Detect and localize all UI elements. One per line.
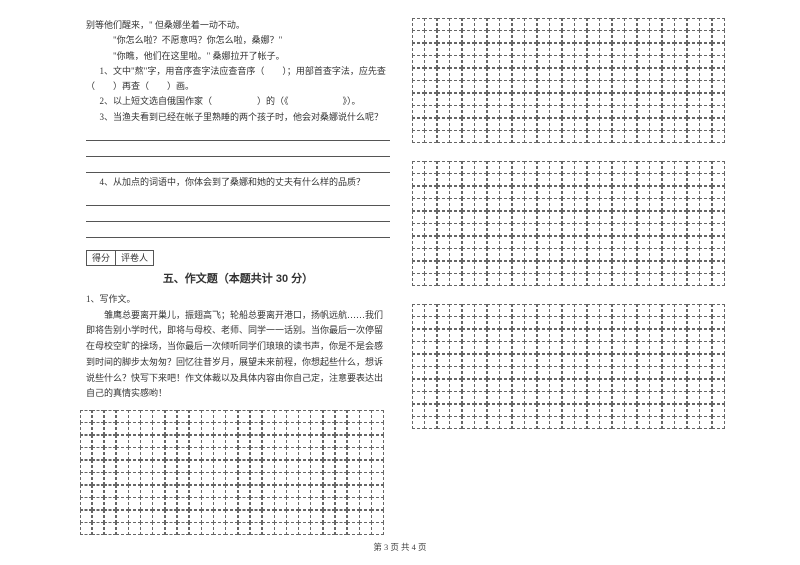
blank-line <box>86 208 390 222</box>
question-3: 3、当渔夫看到已经在帐子里熟睡的两个孩子时，他会对桑娜说什么呢？ <box>86 110 390 125</box>
essay-label: 1、写作文。 <box>86 292 390 307</box>
blank-line <box>86 224 390 238</box>
question-2: 2、以上短文选自俄国作家（ ）的（《 》）。 <box>86 94 390 109</box>
essay-body: 雏鹰总要离开巢儿，振翅高飞；轮船总要离开港口，扬帆远航……我们即将告别小学时代，… <box>86 308 390 403</box>
question-4: 4、从加点的词语中，你体会到了桑娜和她的丈夫有什么样的品质？ <box>86 175 390 190</box>
page-footer: 第 3 页 共 4 页 <box>0 541 800 553</box>
writing-grid-right-1 <box>412 18 738 143</box>
grader-label: 评卷人 <box>116 251 153 265</box>
passage-p3: "你瞧，他们在这里啦。" 桑娜拉开了帐子。 <box>86 49 390 64</box>
section-5-title: 五、作文题（本题共计 30 分） <box>86 270 390 286</box>
blank-line <box>86 127 390 141</box>
writing-grid-left <box>80 410 384 535</box>
writing-grid-right-3 <box>412 304 738 429</box>
right-column <box>400 0 800 520</box>
blank-line <box>86 192 390 206</box>
passage-p1: 别等他们醒来，" 但桑娜坐着一动不动。 <box>86 18 390 33</box>
blank-line <box>86 159 390 173</box>
passage-p2: "你怎么啦？不愿意吗？你怎么啦，桑娜？" <box>86 33 390 48</box>
score-box: 得分 评卷人 <box>86 250 154 266</box>
page-container: 别等他们醒来，" 但桑娜坐着一动不动。 "你怎么啦？不愿意吗？你怎么啦，桑娜？"… <box>0 0 800 520</box>
question-1: 1、文中"熬"字，用音序查字法应查音序（ ）；用部首查字法，应先查（ ）再查（ … <box>86 64 390 95</box>
left-column: 别等他们醒来，" 但桑娜坐着一动不动。 "你怎么啦？不愿意吗？你怎么啦，桑娜？"… <box>0 0 400 520</box>
writing-grid-right-2 <box>412 161 738 286</box>
score-label: 得分 <box>87 251 116 265</box>
blank-line <box>86 143 390 157</box>
